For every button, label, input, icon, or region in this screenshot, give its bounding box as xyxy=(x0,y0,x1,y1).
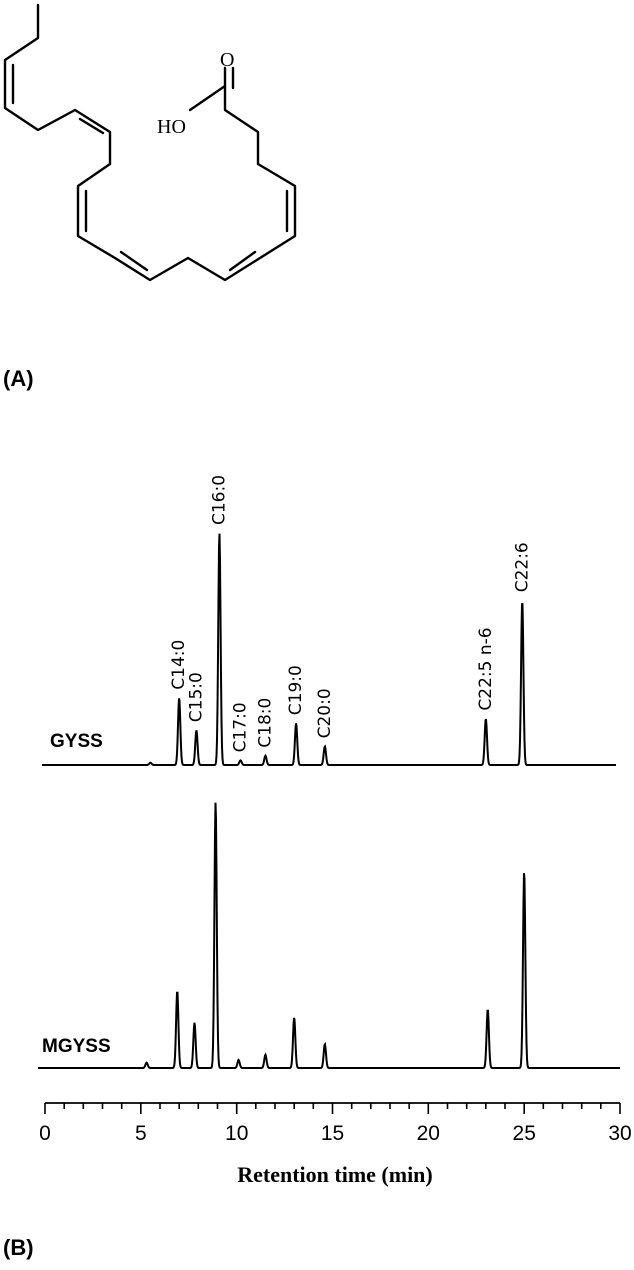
x-axis-title: Retention time (min) xyxy=(237,1162,433,1187)
peak-label-c22-6: C22:6 xyxy=(512,542,532,592)
x-tick-label: 5 xyxy=(135,1122,147,1145)
peak-label-c18-0: C18:0 xyxy=(255,698,275,748)
panel-a-label: (A) xyxy=(3,366,34,391)
carbonyl-oxygen-label: O xyxy=(220,49,234,71)
peak-label-c15-0: C15:0 xyxy=(186,672,206,722)
trace-label-mgyss: MGYSS xyxy=(42,1036,111,1057)
x-tick-label: 10 xyxy=(225,1122,248,1145)
peak-label-c19-0: C19:0 xyxy=(286,665,306,715)
x-tick-label: 15 xyxy=(321,1122,344,1145)
trace-gyss xyxy=(42,533,616,766)
x-tick-label: 25 xyxy=(513,1122,536,1145)
trace-label-gyss: GYSS xyxy=(50,731,103,752)
x-tick-label: 30 xyxy=(608,1122,631,1145)
panel-b-label: (B) xyxy=(3,1235,34,1260)
x-tick-label: 20 xyxy=(417,1122,440,1145)
peak-label-c22-5-n-6: C22:5 n-6 xyxy=(476,627,496,710)
x-tick-label: 0 xyxy=(39,1122,51,1145)
x-axis: 0 5 10 15 20 25 30 xyxy=(39,1102,632,1145)
hydroxyl-label: HO xyxy=(157,116,186,138)
trace-mgyss xyxy=(38,802,620,1069)
peak-label-c16-0: C16:0 xyxy=(209,475,229,525)
chain-bonds xyxy=(3,3,297,282)
peak-label-c20-0: C20:0 xyxy=(315,688,335,738)
dha-structure xyxy=(3,3,297,282)
peak-label-c14-0: C14:0 xyxy=(169,640,189,690)
peak-label-c17-0: C17:0 xyxy=(231,702,251,752)
double-bond-inner-lines xyxy=(11,63,289,272)
